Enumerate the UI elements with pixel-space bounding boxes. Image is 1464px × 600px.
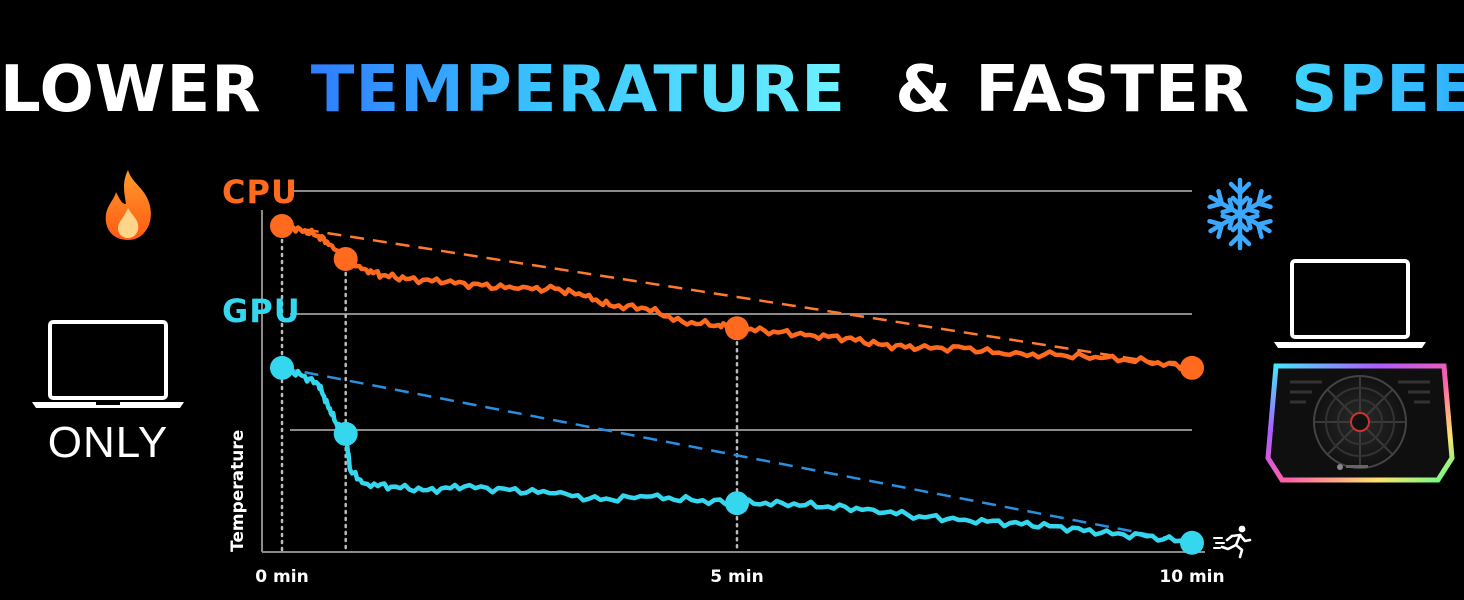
x-tick-label-3: 10 min <box>1159 567 1224 587</box>
grid-lines <box>290 190 1192 431</box>
cpu-label: CPU <box>222 173 298 211</box>
headline-temperature: TEMPERATURE <box>310 53 846 127</box>
running-person-icon <box>1213 525 1252 559</box>
gpu-point-3 <box>725 491 749 516</box>
cpu-point-1 <box>270 214 294 238</box>
headline-lower: LOWER <box>0 53 262 127</box>
cpu-point-4 <box>1180 355 1204 380</box>
only-label: ONLY <box>47 418 169 467</box>
headline-speed: SPEED <box>1291 52 1464 128</box>
label-layer: CPU GPU Temperature 0 min 5 min 10 min <box>222 173 1225 587</box>
fire-icon <box>105 170 151 240</box>
laptop-icon <box>32 320 184 408</box>
x-tick-label-2: 5 min <box>710 567 763 587</box>
x-tick-label-1: 0 min <box>255 567 308 587</box>
y-axis-label: Temperature <box>228 430 248 552</box>
cpu-series-line <box>279 221 1195 372</box>
gpu-label: GPU <box>222 292 301 330</box>
cpu-point-2 <box>333 247 358 271</box>
headline: LOWER TEMPERATURE & FASTER SPEED <box>0 52 1464 128</box>
series-layer <box>270 214 1204 555</box>
snowflake-icon <box>1202 177 1278 252</box>
gpu-point-4 <box>1180 530 1204 555</box>
laptop-on-cooling-pad-icon <box>1265 259 1455 483</box>
gpu-point-2 <box>333 421 358 446</box>
gpu-point-1 <box>270 355 294 380</box>
cpu-point-3 <box>725 316 749 341</box>
guide-lines <box>280 224 739 554</box>
gpu-trend-line <box>281 366 1193 545</box>
headline-faster: & FASTER <box>895 53 1250 127</box>
axes <box>261 210 1205 553</box>
cpu-trend-line <box>281 224 1193 370</box>
